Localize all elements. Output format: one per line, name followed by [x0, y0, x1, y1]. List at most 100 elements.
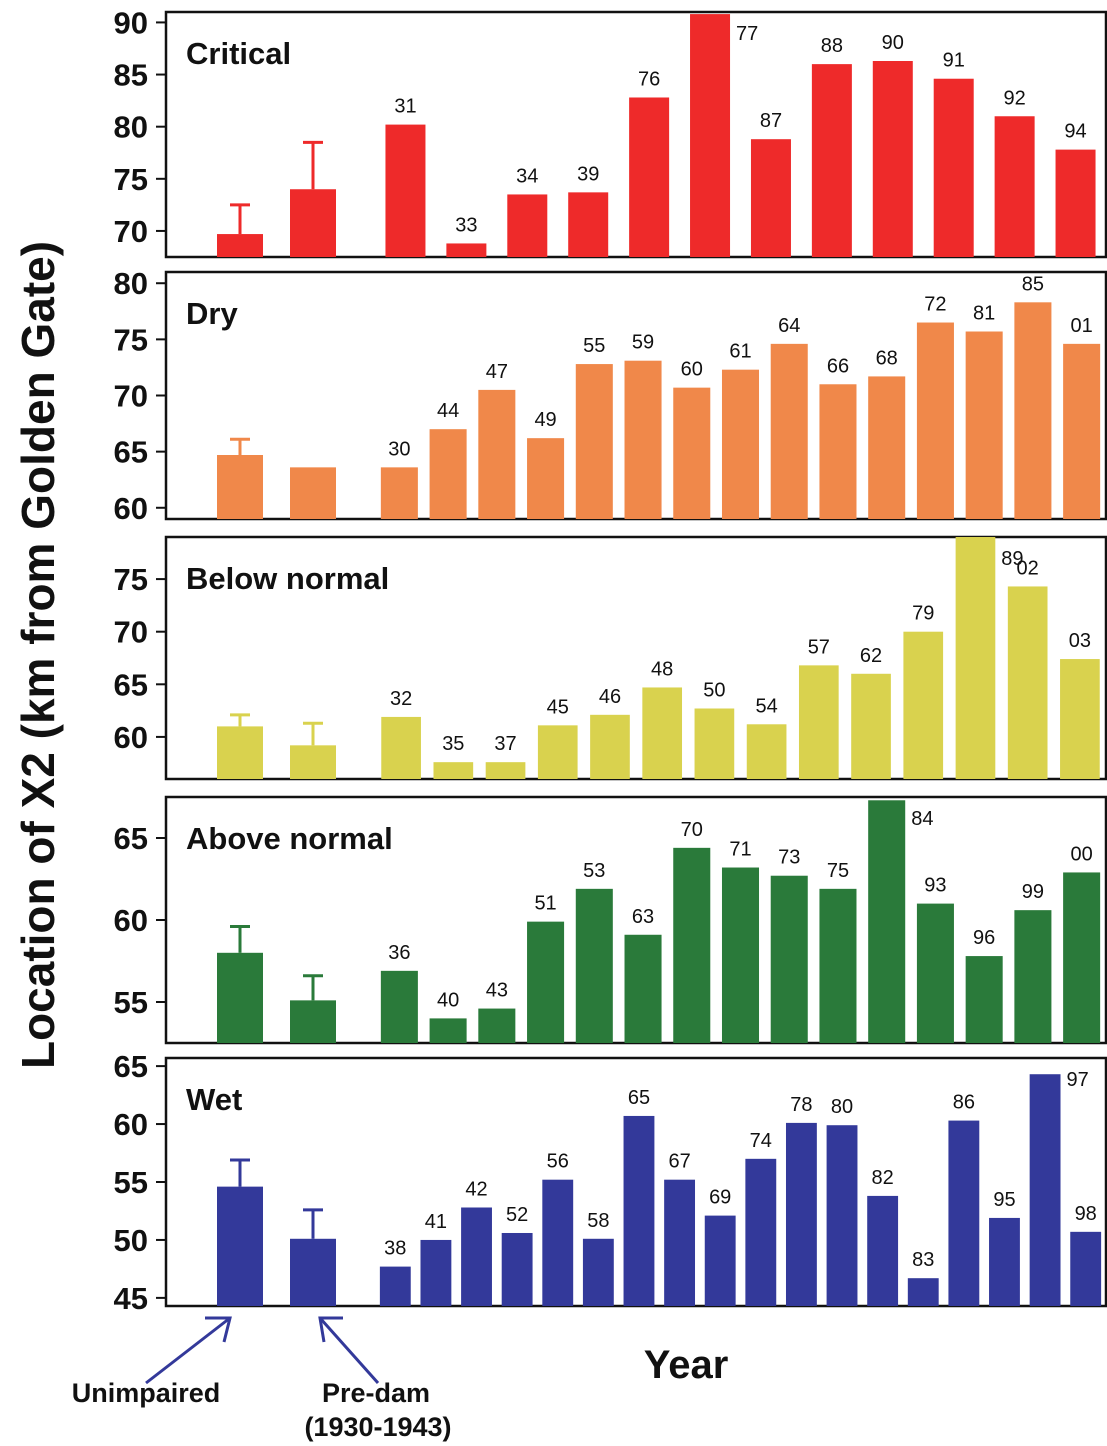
bar	[916, 903, 954, 1043]
bar	[380, 970, 418, 1043]
bar	[1063, 343, 1101, 519]
bar	[1014, 910, 1052, 1043]
bar-year-label: 72	[924, 294, 946, 316]
unimpaired-arrow-icon	[145, 1316, 231, 1385]
y-tick-label: 80	[114, 266, 148, 301]
bar	[217, 234, 263, 257]
bar-year-label: 38	[384, 1238, 406, 1260]
bar	[542, 1179, 574, 1306]
bar	[433, 762, 474, 779]
bar-year-label: 43	[486, 980, 508, 1002]
bar-year-label: 76	[638, 68, 660, 90]
bar	[429, 1018, 467, 1043]
bar-year-label: 62	[860, 645, 882, 667]
bar-year-label: 37	[494, 733, 516, 755]
y-tick-label: 70	[114, 214, 148, 249]
bar	[446, 243, 487, 257]
bar-year-label: 92	[1004, 87, 1026, 109]
unimpaired-label: Unimpaired	[72, 1378, 221, 1408]
bar	[664, 1179, 696, 1306]
panel-title: Wet	[186, 1082, 242, 1117]
bar	[819, 384, 857, 519]
y-tick-label: 80	[114, 110, 148, 145]
bar	[290, 1000, 336, 1043]
bar-year-label: 67	[668, 1151, 690, 1173]
bar	[851, 673, 891, 779]
bar	[385, 124, 426, 258]
bar-year-label: 39	[577, 163, 599, 185]
bar	[770, 875, 808, 1043]
y-tick-label: 65	[114, 667, 148, 702]
bar	[420, 1239, 452, 1306]
bar-year-label: 54	[755, 695, 777, 717]
unimpaired-annotation: Unimpaired	[72, 1316, 232, 1408]
bar	[575, 364, 613, 519]
bar-year-label: 60	[681, 359, 703, 381]
bar	[290, 1238, 336, 1306]
bar	[1007, 586, 1048, 779]
bar	[721, 369, 760, 519]
bar-year-label: 42	[465, 1178, 487, 1200]
y-tick-label: 50	[114, 1223, 148, 1258]
bar	[994, 116, 1035, 258]
bar	[1029, 1074, 1061, 1306]
chart-panels: 70 75 80 85 90 Critical 31 33 34 39 76 77 87 88 90 91 92…	[114, 5, 1107, 1316]
panel-title: Dry	[186, 296, 238, 331]
bar-year-label: 01	[1071, 315, 1093, 337]
bar	[290, 189, 336, 257]
bar-year-label: 56	[547, 1151, 569, 1173]
bar	[624, 360, 662, 519]
y-axis-title: Location of X2 (km from Golden Gate)	[12, 241, 64, 1069]
bar-year-label: 46	[599, 686, 621, 708]
bar-year-label: 73	[778, 847, 800, 869]
bar	[217, 726, 263, 779]
bar-year-label: 83	[912, 1249, 934, 1271]
bar	[811, 64, 852, 258]
y-tick-label: 75	[114, 162, 148, 197]
bar	[868, 376, 906, 519]
y-tick-label: 85	[114, 58, 148, 93]
bar-year-label: 64	[778, 315, 800, 337]
bar-year-label: 91	[943, 50, 965, 72]
y-tick-label: 90	[114, 5, 148, 40]
bar-year-label: 32	[390, 688, 412, 710]
bar	[1014, 302, 1052, 519]
bar-year-label: 93	[924, 875, 946, 897]
bar	[1055, 149, 1096, 257]
y-tick-label: 60	[114, 720, 148, 755]
bar-year-label: 89	[1001, 548, 1023, 570]
predam-arrowhead-icon	[318, 1316, 343, 1343]
bar-year-label: 77	[736, 23, 758, 45]
bar-year-label: 70	[681, 819, 703, 841]
bar	[290, 467, 336, 519]
bar	[379, 1266, 411, 1306]
y-tick-label: 55	[114, 1165, 148, 1200]
unimpaired-arrowhead-icon	[205, 1316, 232, 1343]
predam-label: Pre-dam	[322, 1378, 430, 1408]
bar-year-label: 88	[821, 35, 843, 57]
bar	[916, 322, 954, 519]
bar	[948, 1120, 980, 1306]
bar	[903, 631, 944, 779]
bar	[955, 537, 996, 779]
bar-year-label: 78	[790, 1094, 812, 1116]
bar	[1070, 1231, 1102, 1306]
bar	[582, 1238, 614, 1306]
bar-year-label: 80	[831, 1096, 853, 1118]
bar-year-label: 31	[394, 96, 416, 118]
bar	[629, 97, 670, 257]
bar-year-label: 33	[455, 214, 477, 236]
y-tick-label: 75	[114, 322, 148, 357]
bar	[537, 725, 578, 779]
panel-frame	[164, 535, 1107, 781]
panel-wet: 45 50 55 60 65 Wet 38 41 42 52 56 58 65 67 69 74 78 80 82 8…	[114, 1049, 1107, 1316]
bar-year-label: 53	[583, 860, 605, 882]
bar-year-label: 63	[632, 906, 654, 928]
bar-year-label: 36	[388, 942, 410, 964]
bar	[745, 1158, 777, 1306]
bar-year-label: 55	[583, 335, 605, 357]
x-axis-title: Year	[644, 1343, 729, 1387]
bar	[642, 687, 683, 779]
y-tick-label: 55	[114, 985, 148, 1020]
bar-year-label: 97	[1067, 1069, 1089, 1091]
